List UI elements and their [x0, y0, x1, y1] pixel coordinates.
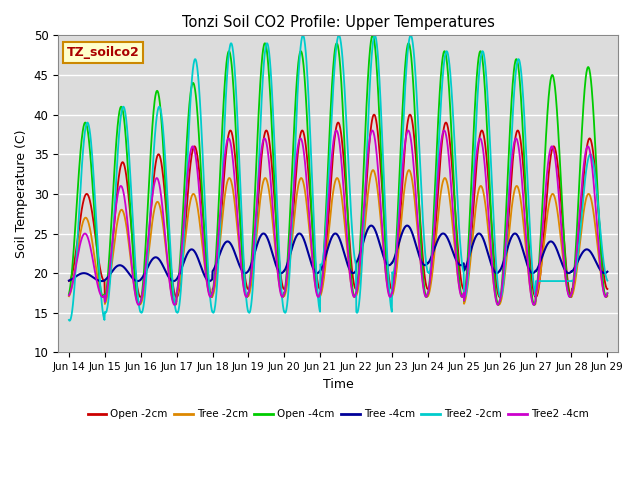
- Text: TZ_soilco2: TZ_soilco2: [67, 46, 140, 59]
- Y-axis label: Soil Temperature (C): Soil Temperature (C): [15, 130, 28, 258]
- X-axis label: Time: Time: [323, 378, 353, 391]
- Title: Tonzi Soil CO2 Profile: Upper Temperatures: Tonzi Soil CO2 Profile: Upper Temperatur…: [182, 15, 495, 30]
- Legend: Open -2cm, Tree -2cm, Open -4cm, Tree -4cm, Tree2 -2cm, Tree2 -4cm: Open -2cm, Tree -2cm, Open -4cm, Tree -4…: [83, 405, 593, 423]
